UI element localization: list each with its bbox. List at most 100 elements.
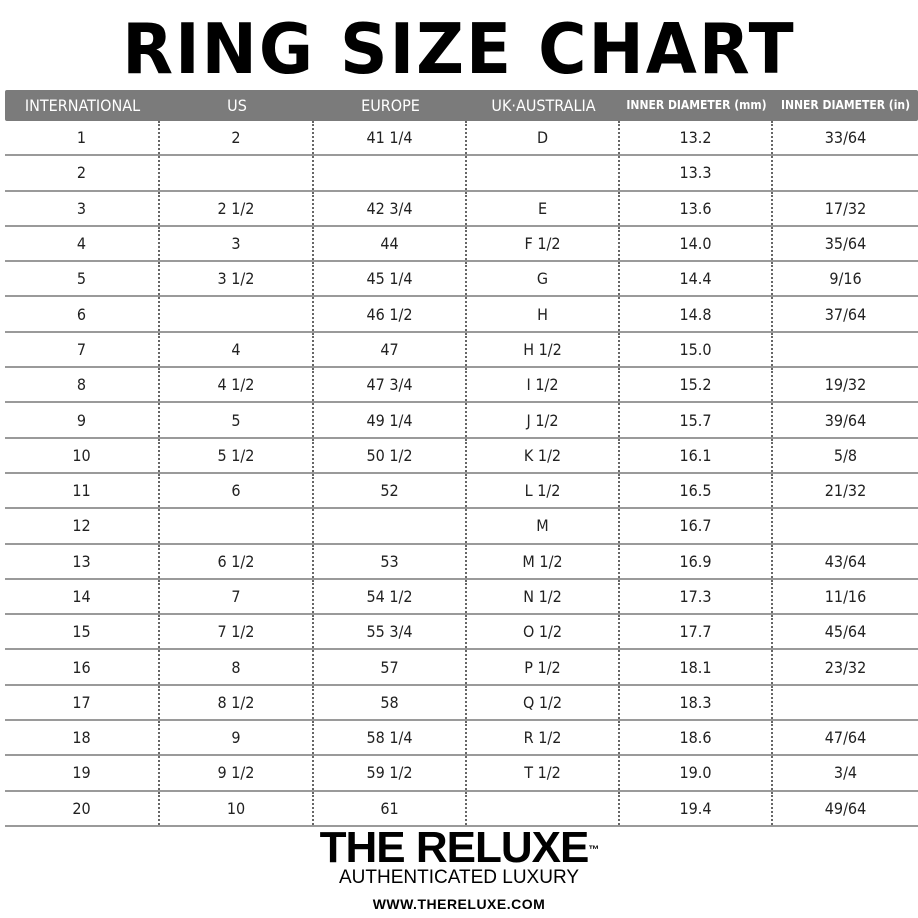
table-cell: I 1/2 bbox=[467, 368, 620, 402]
table-cell: 4 1/2 bbox=[160, 368, 314, 402]
table-cell: 19/32 bbox=[824, 375, 867, 395]
table-cell: 14.4 bbox=[620, 262, 773, 296]
table-cell: 58 1/4 bbox=[314, 721, 467, 755]
table-cell: 6 bbox=[160, 473, 314, 508]
table-cell: 8 bbox=[160, 650, 314, 684]
table-cell: 19.0 bbox=[620, 756, 773, 790]
table-cell: 8 1/2 bbox=[160, 685, 314, 720]
table-cell bbox=[773, 686, 918, 719]
table-cell: 21/32 bbox=[824, 481, 867, 501]
table-cell: 9/16 bbox=[829, 269, 862, 289]
table-body: 1 2 41 1/4 D 13.2 33/64 2 13.3 3 2 1/2 42 3/4 E 13.6… bbox=[5, 121, 918, 827]
table-cell: M bbox=[467, 509, 620, 543]
trademark: ™ bbox=[588, 844, 599, 856]
table-cell: 14.8 bbox=[620, 297, 773, 331]
brand-logo: THE RELUXE™ AUTHENTICATED LUXURY WWW.THE… bbox=[0, 826, 918, 913]
table-cell: 7 bbox=[160, 579, 314, 614]
table-cell bbox=[160, 509, 314, 543]
table-cell: 58 bbox=[314, 685, 467, 720]
table-cell: 50 1/2 bbox=[314, 438, 467, 472]
table-cell: 54 1/2 bbox=[314, 579, 467, 614]
table-cell: 13.3 bbox=[620, 156, 773, 190]
table-cell: 14.0 bbox=[620, 226, 773, 261]
column-header-diameter-in: INNER DIAMETER (in) bbox=[780, 98, 911, 112]
table-row: 14 7 54 1/2 N 1/2 17.3 11/16 bbox=[5, 579, 918, 616]
table-cell: 12 bbox=[5, 509, 160, 543]
table-cell: 15.2 bbox=[620, 368, 773, 402]
table-cell: 55 3/4 bbox=[314, 615, 467, 649]
table-row: 7 4 47 H 1/2 15.0 bbox=[5, 332, 918, 369]
table-cell: 9 1/2 bbox=[160, 756, 314, 790]
table-cell: 13 bbox=[5, 544, 160, 578]
table-cell: 9 bbox=[160, 721, 314, 755]
table-cell: 15 bbox=[5, 615, 160, 649]
table-cell: O 1/2 bbox=[467, 615, 620, 649]
table-cell bbox=[773, 156, 918, 189]
table-row: 18 9 58 1/4 R 1/2 18.6 47/64 bbox=[5, 721, 918, 757]
table-cell: Q 1/2 bbox=[467, 685, 620, 720]
table-cell: 5 1/2 bbox=[160, 438, 314, 472]
table-cell: J 1/2 bbox=[467, 403, 620, 437]
table-cell: 33/64 bbox=[824, 128, 867, 148]
column-header-us: US bbox=[227, 96, 247, 115]
table-cell: 39/64 bbox=[824, 410, 867, 430]
table-cell: 9 bbox=[5, 403, 160, 437]
table-cell: P 1/2 bbox=[467, 650, 620, 684]
table-cell: 44 bbox=[314, 226, 467, 261]
table-cell: 18.6 bbox=[620, 721, 773, 755]
table-row: 6 46 1/2 H 14.8 37/64 bbox=[5, 297, 918, 333]
table-cell: 2 1/2 bbox=[160, 191, 314, 225]
table-cell: 1 bbox=[5, 121, 160, 155]
table-cell: 2 bbox=[160, 121, 314, 155]
table-row: 4 3 44 F 1/2 14.0 35/64 bbox=[5, 226, 918, 263]
website-url: WWW.THERELUXE.COM bbox=[372, 896, 546, 912]
table-row: 19 9 1/2 59 1/2 T 1/2 19.0 3/4 bbox=[5, 756, 918, 792]
table-row: 16 8 57 P 1/2 18.1 23/32 bbox=[5, 650, 918, 686]
table-cell: 18.3 bbox=[620, 685, 773, 720]
table-cell bbox=[467, 791, 620, 825]
table-cell: R 1/2 bbox=[467, 721, 620, 755]
table-cell: 45/64 bbox=[824, 622, 867, 642]
table-cell: 3 1/2 bbox=[160, 262, 314, 296]
table-row: 9 5 49 1/4 J 1/2 15.7 39/64 bbox=[5, 403, 918, 439]
table-cell: K 1/2 bbox=[467, 438, 620, 472]
page-title: RING SIZE CHART bbox=[122, 9, 796, 90]
table-cell: 16.5 bbox=[620, 473, 773, 508]
table-cell: 47 3/4 bbox=[314, 368, 467, 402]
table-cell: 6 bbox=[5, 297, 160, 331]
table-cell: 5 bbox=[5, 262, 160, 296]
table-cell: G bbox=[467, 262, 620, 296]
table-cell: 16.9 bbox=[620, 544, 773, 578]
table-cell: H 1/2 bbox=[467, 332, 620, 367]
table-row: 2 13.3 bbox=[5, 156, 918, 192]
table-row: 13 6 1/2 53 M 1/2 16.9 43/64 bbox=[5, 544, 918, 580]
table-row: 15 7 1/2 55 3/4 O 1/2 17.7 45/64 bbox=[5, 615, 918, 651]
table-cell: E bbox=[467, 191, 620, 225]
table-cell: 49/64 bbox=[824, 798, 867, 818]
brand-tagline: AUTHENTICATED LUXURY bbox=[339, 867, 579, 888]
table-cell: 4 bbox=[160, 332, 314, 367]
table-cell: 15.7 bbox=[620, 403, 773, 437]
table-row: 12 M 16.7 bbox=[5, 509, 918, 545]
table-cell bbox=[314, 156, 467, 190]
table-cell: 3 bbox=[160, 226, 314, 261]
table-cell: 5/8 bbox=[833, 445, 858, 465]
table-cell: 14 bbox=[5, 579, 160, 614]
table-cell: 18 bbox=[5, 721, 160, 755]
table-row: 17 8 1/2 58 Q 1/2 18.3 bbox=[5, 685, 918, 722]
table-cell: 16.1 bbox=[620, 438, 773, 472]
table-cell: 47 bbox=[314, 332, 467, 367]
table-cell: 61 bbox=[314, 791, 467, 825]
table-cell: 2 bbox=[5, 156, 160, 190]
table-cell bbox=[160, 297, 314, 331]
column-header-uk-australia: UK·AUSTRALIA bbox=[491, 96, 596, 115]
table-cell: 49 1/4 bbox=[314, 403, 467, 437]
table-cell bbox=[773, 509, 918, 542]
column-header-diameter-mm: INNER DIAMETER (mm) bbox=[626, 98, 767, 112]
table-cell: 16 bbox=[5, 650, 160, 684]
table-row: 20 10 61 19.4 49/64 bbox=[5, 791, 918, 827]
table-cell: 3/4 bbox=[833, 763, 858, 783]
table-cell: M 1/2 bbox=[467, 544, 620, 578]
